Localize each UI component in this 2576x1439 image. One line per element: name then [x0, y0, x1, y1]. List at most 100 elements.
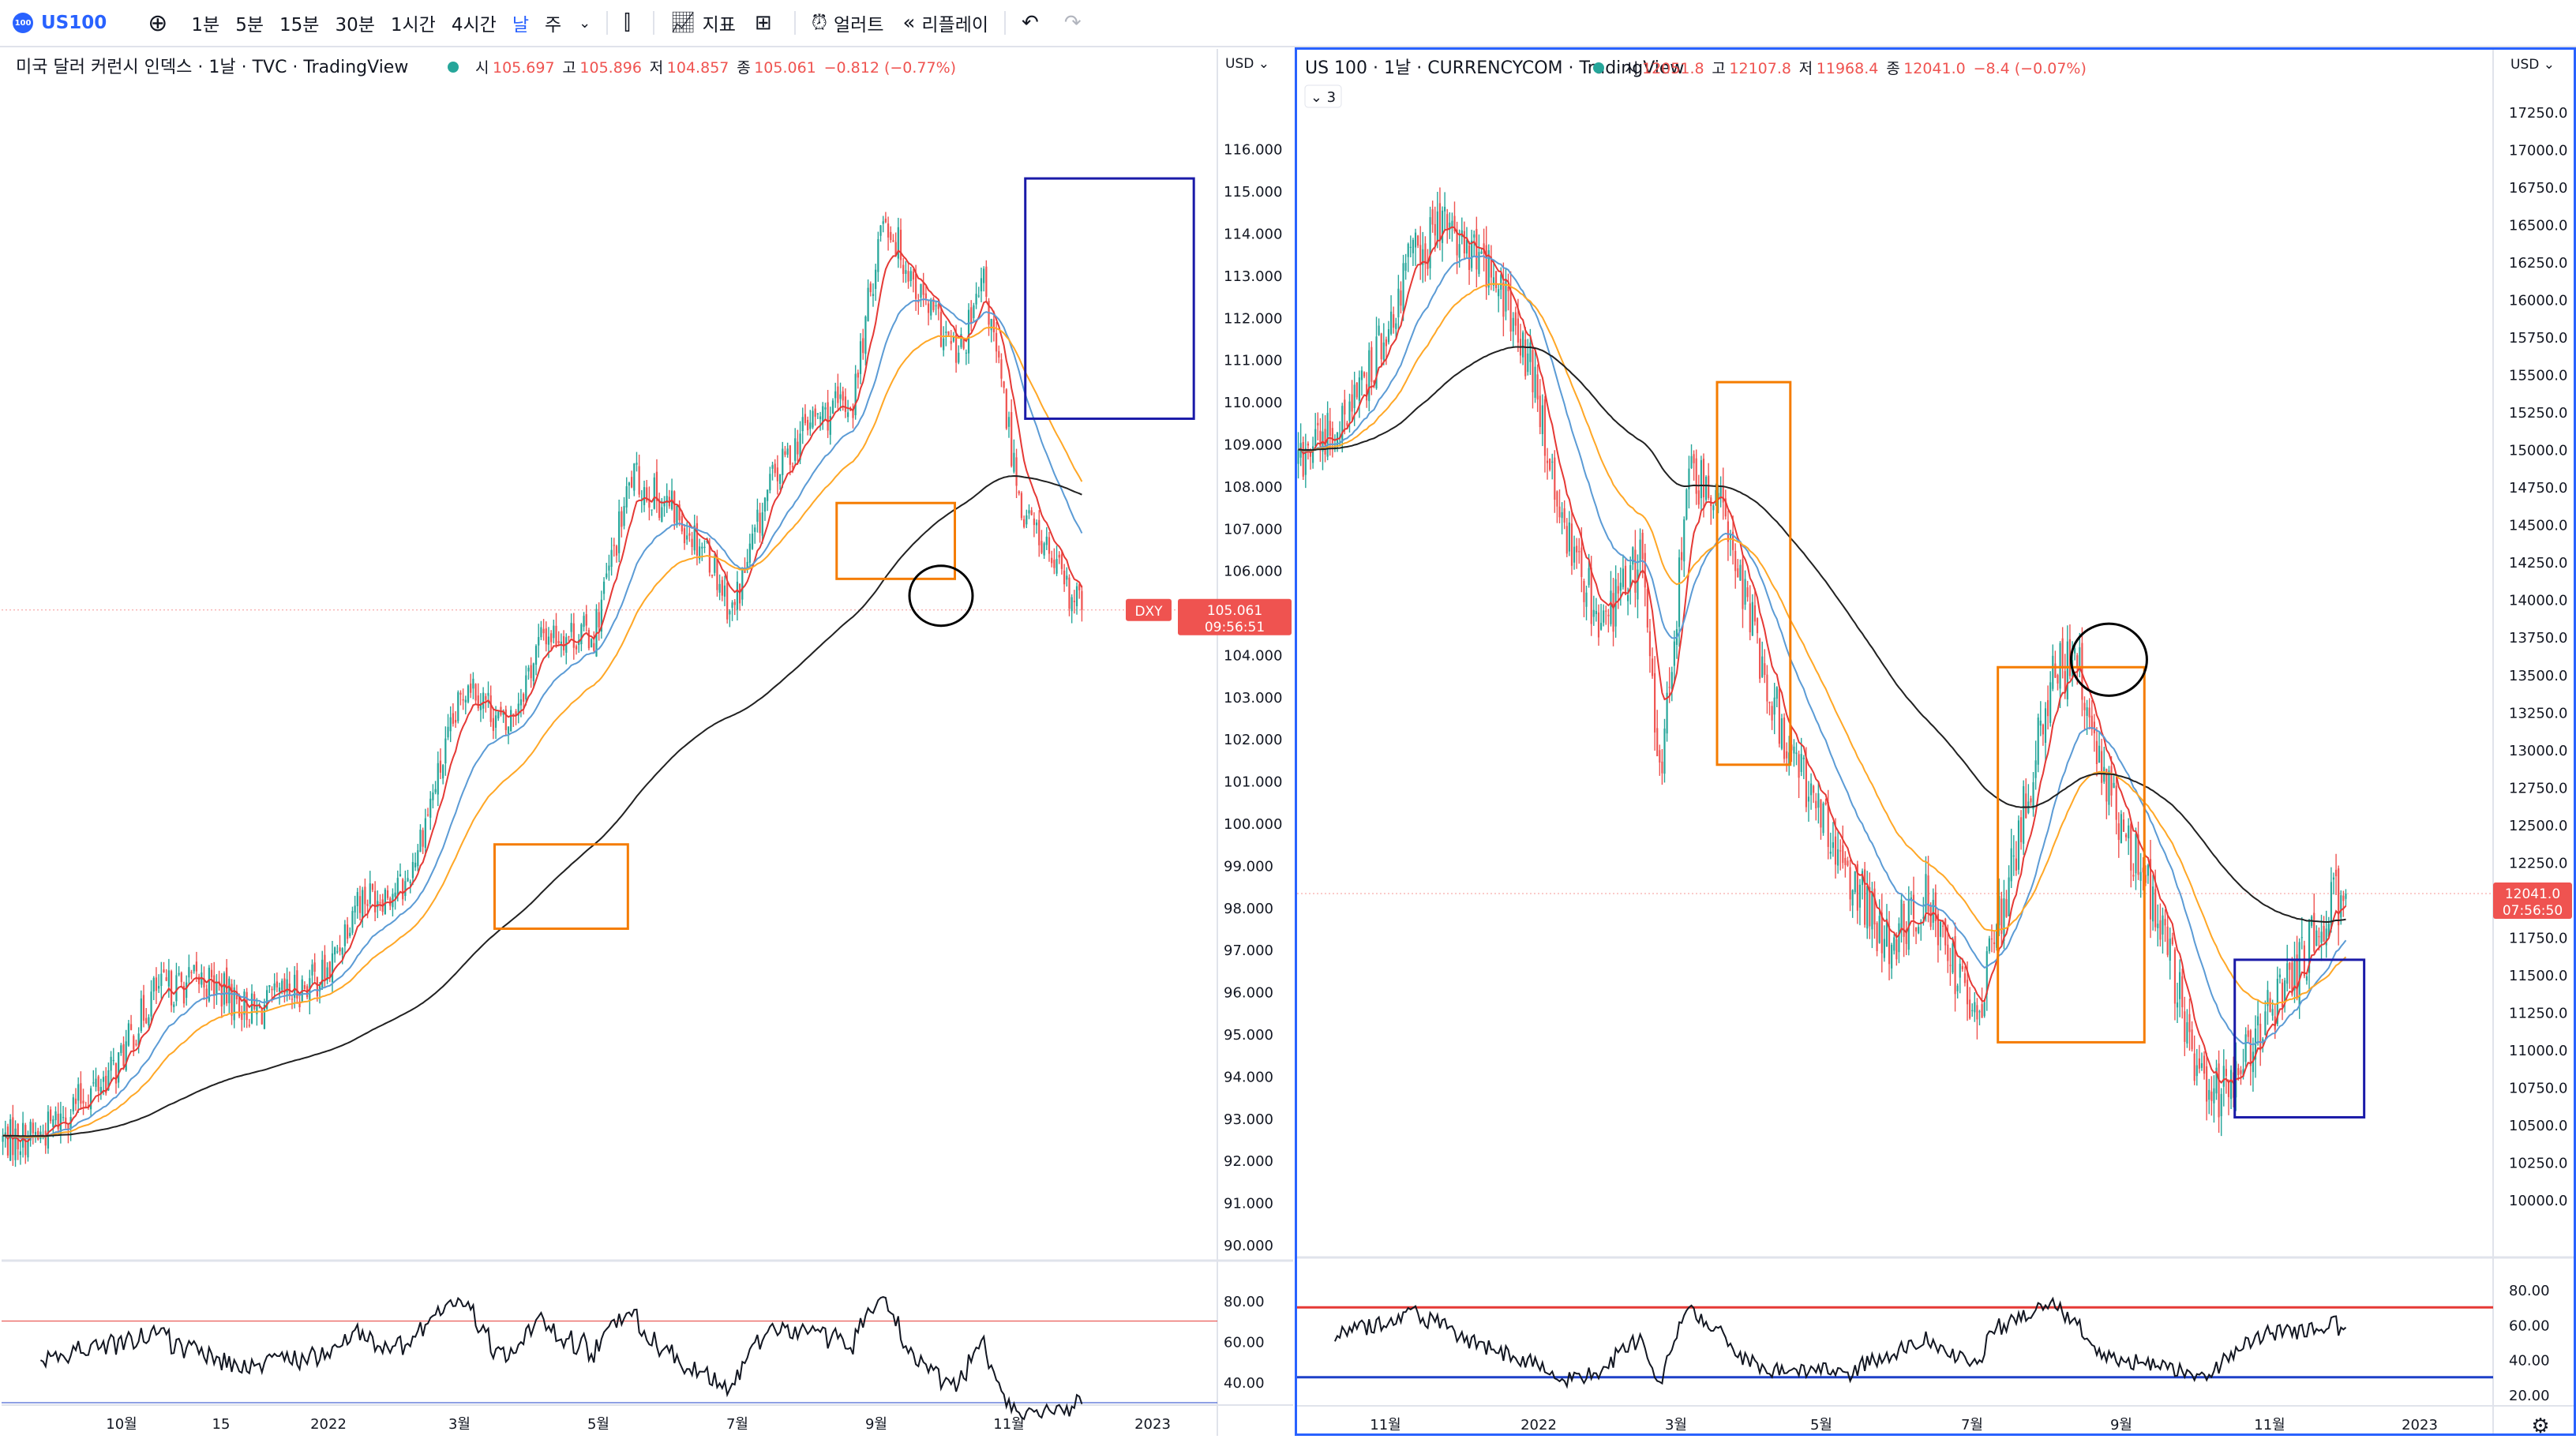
- interval-7[interactable]: 주: [544, 15, 562, 36]
- candle-body: [2200, 1062, 2203, 1068]
- redo-button[interactable]: ↷: [1055, 0, 1097, 46]
- interval-2[interactable]: 15분: [279, 15, 320, 36]
- candle-body: [655, 471, 658, 501]
- candle-body: [1918, 927, 1920, 934]
- candle-body: [890, 231, 892, 241]
- candle-body: [1956, 985, 1959, 991]
- candle-body: [298, 1001, 301, 1008]
- candle-body: [2137, 834, 2139, 875]
- candle-body: [1966, 980, 1969, 1005]
- candle-body: [228, 978, 231, 1003]
- interval-0[interactable]: 1분: [191, 15, 220, 36]
- candle-body: [2293, 960, 2296, 991]
- candle-body: [2030, 798, 2032, 803]
- chart-type-button[interactable]: ⫿: [614, 0, 646, 46]
- candle-body: [797, 441, 799, 455]
- candle-body: [326, 967, 328, 980]
- us100-chart-panel[interactable]: 17250.0 17000.0 16750.0 16500.0 16250.0 16000…: [1295, 47, 2576, 1438]
- undo-button[interactable]: ↶: [1012, 0, 1055, 46]
- candle-body: [52, 1119, 54, 1127]
- candle-body: [2244, 1034, 2247, 1062]
- symbol-search-button[interactable]: 100 US100: [0, 0, 116, 46]
- candle-body: [786, 448, 789, 455]
- candle-body: [2128, 825, 2130, 839]
- dxy-chart-panel[interactable]: 116.000 115.000 114.000 113.000 112.000 111.0…: [2, 49, 1293, 1436]
- candle-body: [261, 1008, 263, 1025]
- candle-body: [120, 1045, 122, 1053]
- candle-body: [186, 982, 188, 999]
- alert-label: 얼러트: [834, 15, 884, 36]
- candle-body: [2166, 926, 2169, 955]
- toolbar-divider: [652, 11, 654, 35]
- price-tick-label: 12500.0: [2509, 818, 2567, 834]
- candle-body: [2110, 766, 2113, 796]
- candle-body: [1331, 428, 1333, 444]
- interval-5[interactable]: 4시간: [451, 15, 497, 36]
- candle-body: [216, 981, 218, 994]
- candle-body: [952, 336, 955, 342]
- compare-add-button[interactable]: ⊕: [116, 0, 183, 46]
- layout-templates-button[interactable]: ⊞: [745, 0, 788, 46]
- candle-body: [920, 283, 922, 298]
- candle-body: [1297, 449, 1299, 464]
- candle-body: [1700, 459, 1702, 499]
- candle-body: [1458, 244, 1460, 258]
- candle-body: [1668, 687, 1670, 688]
- candle-body: [1341, 406, 1344, 442]
- candle-body: [1429, 217, 1431, 268]
- candle-body: [502, 711, 504, 715]
- candle-body: [152, 977, 155, 992]
- candle-body: [1360, 370, 1363, 380]
- candle-body: [1761, 656, 1764, 677]
- candle-body: [1827, 802, 1829, 847]
- candle-body: [2105, 769, 2108, 802]
- candle-body: [718, 583, 721, 593]
- candle-body: [1712, 505, 1715, 511]
- candle-body: [2147, 865, 2150, 876]
- price-tick-label: 10250.0: [2509, 1155, 2567, 1171]
- candle-body: [731, 602, 733, 608]
- candle-body: [1066, 575, 1068, 580]
- candle-body: [2059, 643, 2061, 689]
- candle-body: [812, 410, 814, 428]
- candle-body: [129, 1024, 133, 1030]
- interval-dropdown[interactable]: ⌄: [569, 0, 600, 46]
- candle-body: [2218, 1063, 2220, 1118]
- candle-body: [1802, 757, 1805, 759]
- candle-body: [1456, 229, 1458, 256]
- price-tick-label: 94.000: [1224, 1069, 1273, 1085]
- dxy-chart-svg[interactable]: 116.000 115.000 114.000 113.000 112.000 111.0…: [2, 49, 1293, 1436]
- interval-4[interactable]: 1시간: [390, 15, 436, 36]
- candle-body: [2334, 869, 2338, 877]
- us100-chart-svg[interactable]: 17250.0 17000.0 16750.0 16500.0 16250.0 16000…: [1297, 50, 2574, 1438]
- candle-body: [2259, 1023, 2262, 1051]
- interval-6[interactable]: 날: [512, 15, 529, 36]
- candle-body: [2068, 639, 2072, 676]
- time-tick-label: 11월: [1370, 1417, 1400, 1433]
- candle-body: [943, 338, 945, 350]
- replay-button[interactable]: « 리플레이: [893, 0, 998, 46]
- candle-body: [2095, 740, 2098, 765]
- candle-body: [935, 305, 937, 307]
- candle-body: [1522, 332, 1524, 358]
- interval-3[interactable]: 30분: [335, 15, 375, 36]
- candle-body: [294, 974, 296, 999]
- currency-label: USD ⌄: [1225, 56, 1269, 72]
- candle-body: [399, 874, 402, 877]
- candle-body: [2247, 1030, 2249, 1037]
- candle-body: [1746, 587, 1749, 598]
- candle-body: [510, 710, 512, 732]
- candle-body: [930, 301, 932, 316]
- alert-button[interactable]: ⏰︎ 얼러트: [802, 0, 894, 46]
- indicators-button[interactable]: 📈︎ 지표: [661, 0, 745, 46]
- interval-1[interactable]: 5분: [235, 15, 264, 36]
- candle-body: [485, 695, 487, 700]
- candle-body: [1937, 913, 1940, 946]
- candle-body: [99, 1086, 102, 1094]
- candle-body: [748, 543, 751, 563]
- candle-body: [1563, 508, 1565, 523]
- candle-body: [32, 1122, 34, 1134]
- candle-body: [1670, 672, 1673, 689]
- candle-body: [1688, 468, 1690, 489]
- price-tick-label: 12250.0: [2509, 855, 2567, 871]
